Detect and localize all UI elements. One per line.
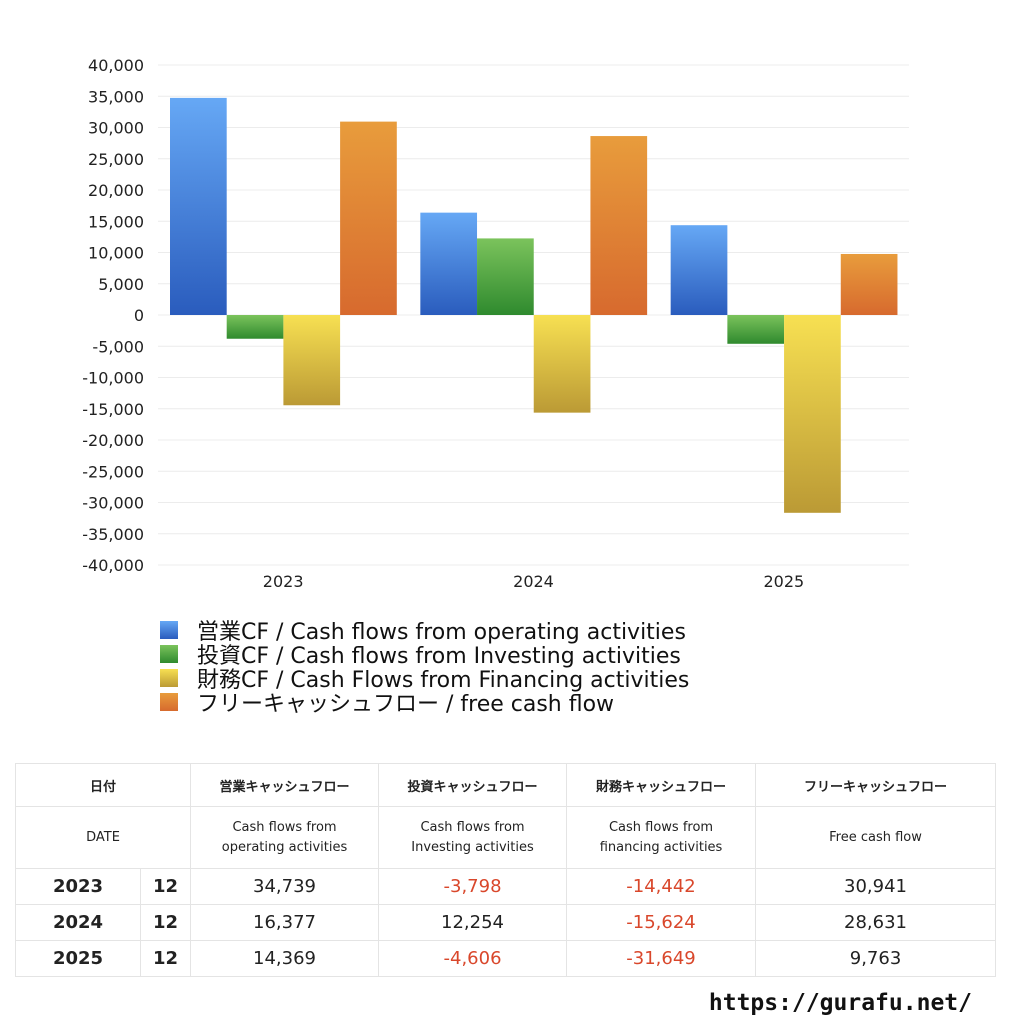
table-header-en: DATE Cash flows from operating activities… — [14, 806, 997, 869]
y-tick-label: 10,000 — [88, 244, 144, 263]
table-row: 2024 12 16,377 12,254 -15,624 28,631 — [15, 904, 997, 941]
legend-swatch-financing — [160, 669, 178, 687]
cash-flow-bar-chart: 40,000 35,000 30,000 25,000 20,000 15,000 10,0… — [82, 56, 909, 591]
y-tick-label: 5,000 — [98, 275, 144, 294]
header-free-jp: フリーキャッシュフロー — [755, 763, 997, 807]
bar-2023-series-0 — [170, 97, 227, 315]
header-operating-en-line1: Cash flows from — [232, 819, 337, 835]
gridlines — [158, 64, 909, 566]
y-tick-label: 35,000 — [88, 87, 144, 106]
cell-financing: -14,442 — [566, 868, 757, 905]
header-financing-en-line1: Cash flows from — [608, 819, 714, 835]
legend-label-financing: 財務CF / Cash Flows from Financing activit… — [197, 668, 690, 693]
row-year: 2024 — [15, 904, 141, 941]
x-tick-label: 2024 — [513, 572, 554, 591]
cell-operating: 14,369 — [190, 940, 380, 977]
bar-2025-series-3 — [840, 253, 898, 315]
legend-item-investing: 投資CF / Cash flows from Investing activit… — [160, 642, 689, 669]
x-tick-label: 2023 — [263, 572, 304, 591]
row-month: 12 — [139, 940, 192, 977]
legend-swatch-free — [160, 693, 178, 711]
y-tick-label: 25,000 — [88, 150, 144, 169]
legend-swatch-operating — [160, 621, 178, 639]
header-operating-en-line2: operating activities — [221, 839, 348, 855]
cell-operating: 16,377 — [190, 904, 380, 941]
site-url[interactable]: https://gurafu.net/ — [708, 990, 972, 1016]
y-tick-label: -40,000 — [82, 556, 144, 575]
legend-label-investing: 投資CF / Cash flows from Investing activit… — [197, 644, 681, 669]
bar-2023-series-3 — [340, 121, 397, 316]
y-tick-label: -30,000 — [82, 494, 144, 513]
y-tick-label: 20,000 — [88, 181, 144, 200]
bar-2023-series-1 — [226, 315, 284, 339]
y-tick-label: 0 — [134, 306, 144, 325]
cell-free: 28,631 — [755, 904, 997, 941]
y-tick-label: 40,000 — [88, 56, 144, 75]
cash-flow-table: 日付 営業キャッシュフロー 投資キャッシュフロー 財務キャッシュフロー フリーキ… — [14, 763, 997, 977]
y-tick-label: -5,000 — [92, 337, 144, 356]
bar-2025-series-0 — [670, 225, 728, 315]
bar-2023-series-2 — [283, 315, 341, 406]
table-row: 2023 12 34,739 -3,798 -14,442 30,941 — [15, 868, 997, 905]
y-axis-tick-labels: 40,000 35,000 30,000 25,000 20,000 15,000 10,0… — [82, 56, 144, 575]
bar-2024-series-2 — [533, 315, 591, 413]
legend-swatch-investing — [160, 645, 178, 663]
cell-financing: -31,649 — [566, 940, 757, 977]
legend-item-operating: 営業CF / Cash flows from operating activit… — [160, 618, 689, 645]
x-tick-label: 2025 — [763, 572, 804, 591]
row-month: 12 — [139, 868, 192, 905]
row-month: 12 — [139, 904, 192, 941]
y-tick-label: 30,000 — [88, 119, 144, 138]
cell-free: 30,941 — [755, 868, 997, 905]
legend-label-operating: 営業CF / Cash flows from operating activit… — [197, 620, 686, 645]
y-tick-label: -10,000 — [82, 369, 144, 388]
legend-label-free: フリーキャッシュフロー / free cash flow — [197, 692, 615, 717]
cell-investing: -4,606 — [378, 940, 568, 977]
y-tick-label: -15,000 — [82, 400, 144, 419]
header-investing-en-line2: Investing activities — [411, 839, 534, 855]
header-operating-en: Cash flows from operating activities — [190, 806, 380, 869]
bar-2025-series-2 — [784, 315, 841, 513]
header-financing-jp: 財務キャッシュフロー — [566, 763, 757, 807]
legend-item-free: フリーキャッシュフロー / free cash flow — [160, 690, 689, 717]
y-tick-label: -35,000 — [82, 525, 144, 544]
cell-free: 9,763 — [755, 940, 997, 977]
bar-2024-series-3 — [590, 136, 648, 315]
y-tick-label: 15,000 — [88, 212, 144, 231]
table-row: 2025 12 14,369 -4,606 -31,649 9,763 — [15, 940, 997, 977]
bar-2024-series-0 — [420, 212, 478, 315]
header-investing-jp: 投資キャッシュフロー — [378, 763, 568, 807]
cell-financing: -15,624 — [566, 904, 757, 941]
row-year: 2025 — [15, 940, 141, 977]
header-date-en: DATE — [14, 806, 192, 869]
cell-investing: -3,798 — [378, 868, 568, 905]
bar-2024-series-1 — [477, 238, 534, 315]
header-free-en: Free cash flow — [755, 806, 997, 869]
cell-investing: 12,254 — [378, 904, 568, 941]
bars — [170, 97, 898, 513]
header-investing-en-line1: Cash flows from — [420, 819, 525, 835]
table-header-jp: 日付 営業キャッシュフロー 投資キャッシュフロー 財務キャッシュフロー フリーキ… — [14, 763, 997, 807]
cell-operating: 34,739 — [190, 868, 380, 905]
row-year: 2023 — [15, 868, 141, 905]
y-tick-label: -20,000 — [82, 431, 144, 450]
legend-item-financing: 財務CF / Cash Flows from Financing activit… — [160, 666, 689, 693]
header-financing-en-line2: financing activities — [599, 839, 723, 855]
legend: 営業CF / Cash flows from operating activit… — [160, 618, 689, 717]
bar-2025-series-1 — [727, 315, 785, 344]
header-operating-jp: 営業キャッシュフロー — [190, 763, 380, 807]
header-date-jp: 日付 — [14, 763, 192, 807]
x-axis-tick-labels: 2023 2024 2025 — [263, 572, 804, 591]
y-tick-label: -25,000 — [82, 462, 144, 481]
header-investing-en: Cash flows from Investing activities — [378, 806, 568, 869]
header-financing-en: Cash flows from financing activities — [566, 806, 757, 869]
